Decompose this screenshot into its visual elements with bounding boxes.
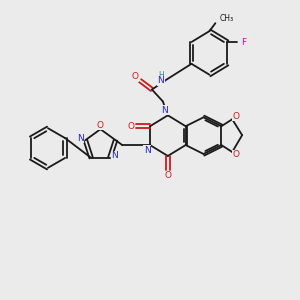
Text: N: N (111, 152, 118, 160)
Text: H: H (158, 71, 164, 80)
Text: N: N (158, 76, 164, 85)
Text: O: O (132, 72, 139, 81)
Text: N: N (144, 146, 150, 154)
Text: O: O (128, 122, 135, 131)
Text: O: O (233, 112, 240, 121)
Text: O: O (97, 121, 104, 130)
Text: O: O (233, 151, 240, 160)
Text: CH₃: CH₃ (219, 14, 233, 23)
Text: O: O (164, 171, 171, 180)
Text: N: N (161, 106, 168, 115)
Text: N: N (77, 134, 84, 143)
Text: F: F (241, 38, 246, 46)
